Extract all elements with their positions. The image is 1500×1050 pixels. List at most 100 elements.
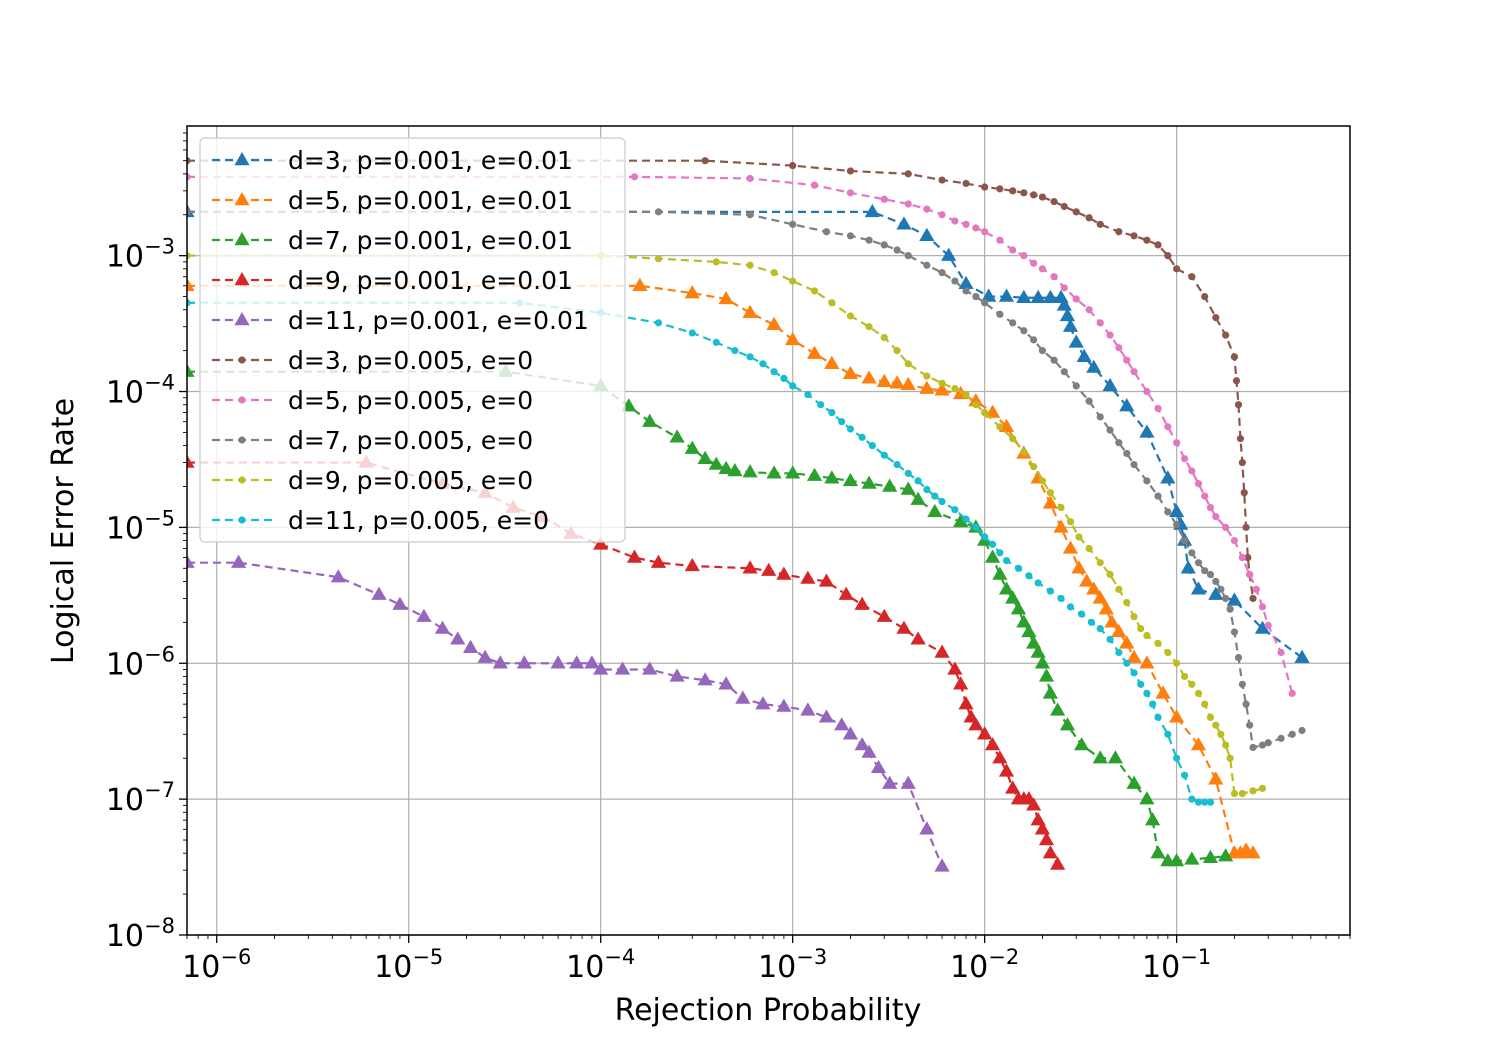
data-point [1145,812,1161,826]
series-line [187,301,1211,804]
data-point [1164,648,1172,657]
data-point [718,460,734,474]
legend-marker [234,312,250,326]
data-point [761,562,777,576]
data-point [828,408,836,417]
data-point [780,374,788,382]
legend-label: d=5, p=0.005, e=0 [288,386,533,415]
data-point [1258,603,1267,611]
data-point [1102,377,1118,392]
data-point [951,385,959,393]
data-point [962,179,970,188]
data-point [1034,821,1051,835]
data-point [1226,592,1243,606]
data-point [187,363,195,377]
legend-label: d=3, p=0.005, e=0 [288,346,533,375]
data-point [1254,620,1271,634]
data-point [1126,775,1142,789]
legend-marker [234,192,250,206]
data-point [654,255,663,263]
data-point [1217,585,1225,593]
data-point [931,492,939,500]
data-point [1294,649,1310,663]
y-tick-label: 10−3 [106,235,175,275]
data-point [1056,297,1072,311]
data-point [824,470,840,484]
data-point [896,216,912,230]
legend-box [199,137,626,543]
data-point [1245,845,1261,859]
data-point [1002,556,1011,565]
data-point [1030,191,1038,199]
data-point [1075,533,1083,541]
data-point [953,676,969,690]
data-point [876,608,892,622]
data-point [1098,601,1114,615]
data-point [187,454,195,468]
data-point [1173,659,1181,667]
data-point [1230,789,1239,798]
data-point [1038,265,1047,273]
data-point [735,690,751,704]
data-point [187,157,191,165]
data-point [1139,424,1155,438]
data-point [642,413,658,427]
data-point [1104,614,1120,628]
data-point [1115,585,1123,593]
data-point [984,549,1001,563]
data-point [1188,549,1196,557]
data-point [900,376,916,391]
legend-marker [234,232,250,246]
data-point [1258,784,1267,792]
data-point [951,217,959,225]
data-point [1264,621,1272,629]
data-point [742,464,758,478]
data-point [684,557,700,572]
data-point [861,744,877,758]
legend-label: d=11, p=0.001, e=0.01 [288,306,589,335]
data-point [1085,544,1093,553]
series-10 [187,299,1215,806]
data-point [1238,458,1246,467]
data-point [968,717,984,731]
legend-marker [238,396,246,404]
data-point [1096,413,1104,421]
data-point [584,655,600,669]
data-point [1246,721,1254,729]
legend-item: d=5, p=0.005, e=0 [212,386,533,415]
legend-label: d=5, p=0.001, e=0.01 [288,186,573,215]
data-point [1025,572,1033,580]
legend-label: d=9, p=0.001, e=0.01 [288,266,573,295]
data-point [1190,737,1207,751]
data-point [810,181,819,189]
y-tick-label: 10−6 [106,642,175,682]
data-point [1092,750,1108,764]
data-point [1106,426,1114,434]
data-point [1201,292,1209,301]
data-point [1249,743,1257,752]
data-point [880,333,888,342]
data-point [1106,635,1114,643]
data-point [934,858,950,872]
data-point [923,372,931,380]
data-point [789,277,797,285]
data-point [742,304,758,318]
legend-label: d=7, p=0.005, e=0 [288,426,533,455]
data-point [992,566,1008,580]
data-point [1143,689,1151,698]
data-point [371,586,387,600]
data-point [988,540,997,548]
data-point [1071,560,1087,574]
data-point [824,355,840,369]
data-point [1030,644,1046,658]
data-point [1164,423,1172,431]
data-point [1106,331,1114,339]
data-point [919,380,935,394]
legend: d=3, p=0.001, e=0.01 d=5, p=0.001, e=0.01… [199,137,626,543]
data-point [1194,559,1203,567]
data-point [1206,713,1215,721]
data-point [981,533,989,541]
data-point [1238,553,1246,562]
data-point [1038,347,1047,355]
x-tick-label: 10−4 [566,945,635,985]
